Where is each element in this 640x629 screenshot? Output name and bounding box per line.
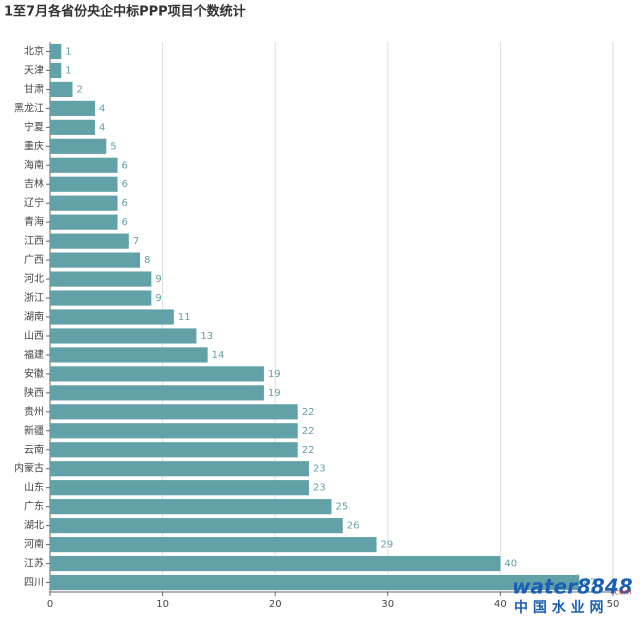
y-tick-label: 广西 [24, 254, 44, 266]
value-label: 6 [122, 217, 128, 228]
y-tick-label: 广东 [24, 500, 44, 513]
bar [50, 385, 264, 401]
bar [50, 252, 141, 268]
bar [50, 100, 96, 116]
watermark-brand: water8848 [512, 575, 633, 599]
value-label: 9 [155, 293, 161, 304]
x-tick-label: 20 [269, 599, 282, 610]
y-tick-label: 四川 [24, 578, 44, 589]
bar [50, 138, 107, 154]
value-label: 2 [77, 84, 83, 95]
value-label: 26 [347, 521, 360, 532]
x-tick-label: 0 [47, 599, 53, 610]
y-tick-label: 吉林 [24, 177, 44, 190]
value-label: 47 [583, 578, 596, 589]
value-label: 11 [178, 312, 191, 323]
bar [50, 81, 73, 97]
value-label: 8 [144, 255, 150, 266]
y-tick-label: 云南 [24, 443, 44, 456]
bar [50, 442, 298, 458]
y-tick-label: 青海 [24, 215, 44, 228]
y-tick-label: 江苏 [24, 557, 44, 570]
value-label: 4 [99, 103, 105, 114]
y-tick-label: 河南 [24, 538, 44, 551]
y-tick-label: 浙江 [24, 292, 44, 304]
y-tick-label: 辽宁 [24, 196, 44, 209]
value-label: 5 [110, 141, 116, 152]
x-tick-label: 40 [494, 599, 507, 610]
bar [50, 499, 332, 515]
x-tick-label: 50 [607, 599, 620, 610]
bar [50, 119, 96, 135]
value-label: 7 [133, 236, 139, 247]
bar [50, 574, 580, 591]
y-tick-label: 重庆 [24, 139, 44, 152]
value-label: 22 [302, 407, 315, 418]
bar [50, 347, 208, 363]
bar [50, 537, 377, 553]
y-tick-label: 陕西 [24, 386, 44, 399]
y-tick-label: 北京 [24, 44, 44, 57]
chart-title: 1至7月各省份央企中标PPP项目个数统计 [4, 4, 246, 20]
value-label: 1 [65, 65, 71, 76]
y-tick-label: 福建 [24, 348, 44, 361]
watermark-name: 中 国 水 业 网 [514, 599, 604, 616]
bar [50, 404, 298, 420]
y-tick-label: 新疆 [24, 424, 44, 437]
value-label: 6 [122, 179, 128, 190]
y-tick-label: 江西 [24, 235, 44, 247]
value-label: 22 [302, 445, 315, 456]
y-tick-label: 甘肃 [24, 82, 44, 95]
value-label: 29 [381, 540, 394, 551]
value-label: 23 [313, 464, 326, 475]
bar [50, 176, 118, 192]
bar [50, 62, 62, 79]
value-label: 1 [65, 46, 71, 57]
bar [50, 309, 174, 325]
value-label: 9 [155, 274, 161, 285]
y-tick-label: 湖北 [24, 520, 44, 532]
bar [50, 271, 152, 287]
y-tick-label: 山东 [24, 481, 44, 494]
x-tick-label: 10 [156, 599, 169, 610]
value-label: 6 [122, 198, 128, 209]
y-tick-label: 湖南 [24, 310, 44, 323]
value-label: 19 [268, 369, 281, 380]
y-tick-label: 河北 [24, 273, 44, 285]
bar [50, 233, 129, 249]
value-label: 19 [268, 388, 281, 399]
y-tick-label: 山西 [24, 330, 44, 342]
value-label: 14 [212, 350, 225, 361]
value-label: 23 [313, 483, 326, 494]
bar [50, 461, 309, 477]
value-label: 6 [122, 160, 128, 171]
value-label: 22 [302, 426, 315, 437]
value-label: 25 [336, 502, 349, 513]
bar [50, 214, 118, 230]
y-tick-label: 天津 [24, 64, 44, 76]
y-tick-label: 海南 [24, 158, 44, 171]
bar [50, 480, 309, 496]
y-tick-label: 宁夏 [24, 120, 44, 133]
bar [50, 43, 62, 60]
bar [50, 423, 298, 439]
bar [50, 290, 152, 306]
x-tick-label: 30 [381, 599, 394, 610]
bar [50, 328, 197, 344]
y-tick-label: 安徽 [24, 367, 44, 380]
y-tick-label: 贵州 [24, 405, 44, 418]
bar [50, 366, 264, 382]
bar [50, 195, 118, 211]
bar [50, 518, 343, 534]
bar [50, 157, 118, 173]
value-label: 40 [504, 559, 517, 570]
value-label: 13 [200, 331, 213, 342]
bar [50, 555, 501, 572]
y-tick-label: 黑龙江 [14, 101, 44, 114]
y-tick-label: 内蒙古 [14, 462, 44, 475]
watermark-domain: .com [612, 588, 632, 597]
value-label: 4 [99, 122, 105, 133]
